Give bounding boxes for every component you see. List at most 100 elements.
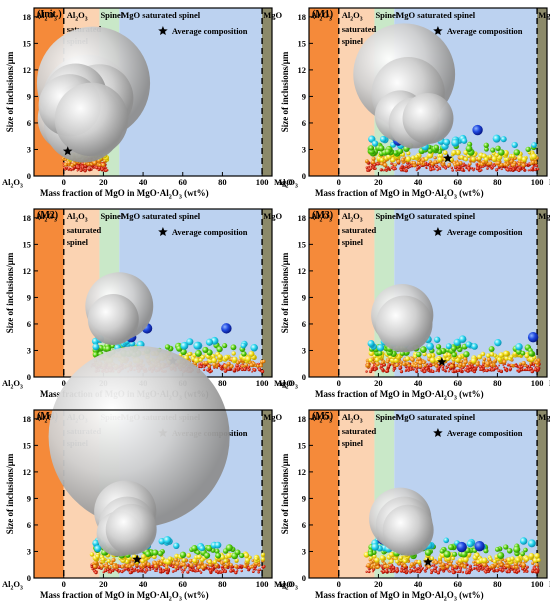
particle-red <box>211 566 215 570</box>
particle-red <box>182 568 186 572</box>
particle-red <box>81 166 84 169</box>
particle-green <box>497 551 505 560</box>
particle-yellow <box>213 559 217 564</box>
particle-orange <box>226 361 231 366</box>
particle-red <box>390 162 393 165</box>
particle-yellow <box>531 153 538 160</box>
particle-orange <box>481 159 486 164</box>
particle-red <box>518 368 521 372</box>
particle-yellow <box>489 351 495 357</box>
particle-red <box>461 571 465 574</box>
particle-red <box>367 570 371 574</box>
particle-cyan <box>531 142 538 148</box>
x-tick-label: 80 <box>218 378 227 388</box>
particle-orange <box>243 564 248 569</box>
particle-red <box>103 568 108 573</box>
particle-yellow <box>95 554 100 559</box>
particle-orange <box>441 562 446 567</box>
legend-label: Average composition <box>447 428 523 438</box>
particle-red <box>497 369 501 373</box>
particle-red <box>243 367 247 372</box>
particle-yellow <box>463 157 469 162</box>
particle-cyan <box>240 342 247 349</box>
particle-red <box>95 166 99 170</box>
particle-orange <box>174 565 178 569</box>
particle-cyan <box>92 343 100 351</box>
region-label-spinel-sub: spinel <box>342 36 364 46</box>
particle-red <box>506 168 510 172</box>
particle-yellow <box>379 157 385 163</box>
y-tick-label: 9 <box>302 292 306 302</box>
particle-red <box>436 367 439 371</box>
particle-green <box>498 149 505 156</box>
particle-orange <box>204 360 209 365</box>
particle-red <box>456 369 460 373</box>
particle-orange <box>496 564 500 568</box>
particle-red <box>193 569 196 572</box>
particle-red <box>257 570 260 574</box>
particle-red <box>423 369 427 374</box>
particle-green <box>451 345 457 352</box>
particle-red <box>472 567 475 570</box>
particle-yellow <box>483 157 489 162</box>
particle-red <box>409 568 412 571</box>
particle-green <box>194 349 202 357</box>
particle-orange <box>125 564 129 569</box>
y-tick-label: 6 <box>27 520 31 530</box>
particle-orange <box>445 564 450 569</box>
particle-red <box>472 167 476 170</box>
region-label-saturated: saturated <box>342 225 377 235</box>
particle-red <box>467 167 471 171</box>
particle-red <box>155 570 158 572</box>
y-tick-label: 3 <box>27 144 31 154</box>
particle-orange <box>383 162 388 168</box>
y-tick-label: 6 <box>302 520 306 530</box>
particle-green <box>225 544 233 552</box>
region-label-mgo: MgO <box>263 10 282 20</box>
particle-red <box>439 168 442 171</box>
y-tick-label: 3 <box>302 546 306 556</box>
particle-yellow <box>445 357 450 362</box>
particle-orange <box>459 362 463 367</box>
particle-yellow <box>422 351 427 357</box>
particle-red <box>512 168 515 171</box>
particle-red <box>98 166 102 170</box>
panel-label: (Init.) <box>37 9 62 20</box>
particle-red <box>464 166 468 169</box>
particle-green <box>104 345 112 352</box>
average-composition-star-icon <box>443 153 453 163</box>
particle-orange <box>457 562 461 566</box>
plot-frame <box>33 7 273 177</box>
particle-red <box>508 367 513 371</box>
y-tick-label: 18 <box>298 12 307 22</box>
x-tick-label: 40 <box>139 177 148 187</box>
particle-red <box>380 570 383 573</box>
particle-red <box>475 162 479 166</box>
particle-yellow <box>368 350 375 357</box>
particle-orange <box>113 565 117 569</box>
region-label-saturated-al2o3: Al2O3 <box>342 211 363 223</box>
particle-cyan <box>511 141 518 149</box>
particle-orange <box>122 563 126 567</box>
particle-red <box>488 368 492 372</box>
particle-red <box>483 567 486 570</box>
region-label-al2o3: Al2O3 <box>36 10 57 22</box>
particle-yellow <box>521 156 528 163</box>
plot-frame <box>308 208 548 378</box>
legend-star-icon <box>158 227 168 237</box>
particle-cyan <box>186 338 194 346</box>
particle-red <box>451 168 454 172</box>
particle-cyan <box>376 344 385 352</box>
particle-red <box>198 569 201 572</box>
legend-star-icon <box>158 26 168 36</box>
particle-orange <box>251 559 255 562</box>
particle-red <box>128 570 133 575</box>
particle-orange <box>448 562 453 566</box>
particle-yellow <box>417 559 422 565</box>
particle-red <box>431 369 435 374</box>
y-tick-label: 9 <box>27 292 31 302</box>
particle-red <box>370 164 373 168</box>
particle-red <box>482 370 485 373</box>
particle-orange <box>453 564 457 569</box>
x-end-label-al2o3: Al2O3 <box>277 177 298 189</box>
